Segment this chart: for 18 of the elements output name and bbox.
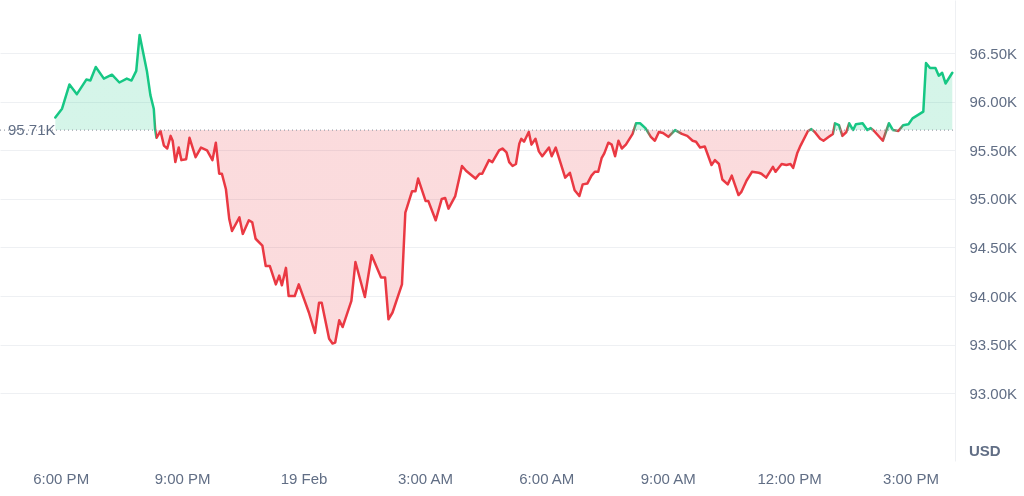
x-tick-label: 3:00 AM <box>397 469 453 487</box>
y-tick-label: 95.00K <box>969 190 1018 208</box>
x-tick-label: 19 Feb <box>280 469 328 487</box>
y-tick-label: 94.00K <box>969 287 1018 305</box>
x-tick-label: 9:00 AM <box>640 469 696 487</box>
x-tick-label: 12:00 PM <box>757 469 822 487</box>
y-tick-label: 93.00K <box>969 384 1018 402</box>
x-tick-label: 9:00 PM <box>154 469 211 487</box>
y-tick-label: 96.00K <box>969 93 1018 111</box>
x-tick-label: 6:00 PM <box>33 469 90 487</box>
x-tick-label: 6:00 AM <box>519 469 575 487</box>
y-tick-label: 93.50K <box>969 336 1018 354</box>
y-tick-label: 96.50K <box>969 44 1018 62</box>
y-tick-label: 95.50K <box>969 141 1018 159</box>
ref-line-label: 95.71K <box>8 121 56 139</box>
y-tick-label: 94.50K <box>969 238 1018 256</box>
y-axis-title: USD <box>969 442 1001 459</box>
x-tick-label: 3:00 PM <box>883 469 939 487</box>
